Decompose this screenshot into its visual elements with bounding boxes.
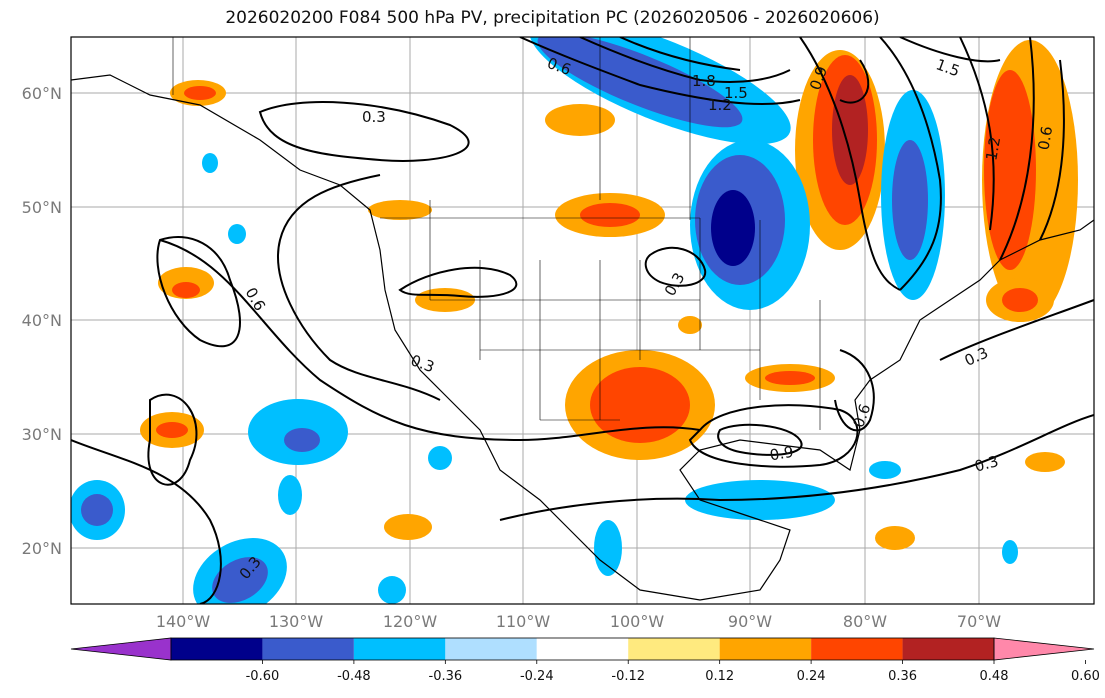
lat-label: 20°N	[22, 539, 62, 558]
longitude-labels: 140°W 130°W 120°W 110°W 100°W 90°W 80°W 70°W	[156, 612, 1001, 631]
precip-shading	[71, 37, 1078, 604]
colorbar-swatch	[628, 638, 720, 660]
colorbar-tick-label: -0.36	[429, 669, 463, 684]
latitude-labels: 60°N 50°N 40°N 30°N 20°N	[22, 84, 62, 558]
lat-label: 50°N	[22, 198, 62, 217]
colorbar-tick-label: -0.60	[246, 669, 280, 684]
colorbar-swatch	[445, 638, 537, 660]
contour-label-0p6-d: 0.6	[1034, 125, 1056, 152]
colorbar-tick-label: -0.48	[337, 669, 371, 684]
contour-label-1p2-a: 1.2	[708, 96, 732, 114]
colorbar-tick-label: 0.24	[797, 669, 826, 684]
colorbar-tick-label: -0.12	[611, 669, 645, 684]
contour-label-1p8: 1.8	[692, 72, 716, 90]
coastline	[71, 74, 1094, 601]
colorbar: -0.60 -0.48 -0.36 -0.24 -0.12 0.12 0.24 0.36 0.4…	[70, 637, 1100, 684]
colorbar-swatch	[171, 638, 263, 660]
contour-label-0p3-a: 0.3	[362, 108, 386, 126]
colorbar-tick-label: 0.60	[1071, 669, 1100, 684]
colorbar-swatch	[536, 638, 629, 660]
lon-label: 140°W	[156, 612, 211, 631]
borders	[172, 37, 821, 430]
colorbar-swatch	[719, 638, 812, 660]
colorbar-swatch	[902, 638, 994, 660]
colorbar-frame	[170, 637, 995, 661]
colorbar-tick-label: -0.24	[520, 669, 554, 684]
lon-label: 90°W	[728, 612, 772, 631]
contour-label-0p3-d: 0.3	[973, 452, 1001, 476]
contour-label-0p9: 0.9	[768, 443, 795, 465]
map-title: 2026020200 F084 500 hPa PV, precipitatio…	[225, 8, 880, 28]
contour-label-1p5-a: 1.5	[724, 84, 748, 102]
contour-label-1p2-b: 1.2	[982, 135, 1004, 162]
pv-contours	[71, 37, 1094, 604]
colorbar-extend-low	[70, 637, 172, 661]
colorbar-swatch	[811, 638, 903, 660]
colorbar-swatch	[262, 638, 354, 660]
lat-label: 40°N	[22, 311, 62, 330]
colorbar-swatch	[353, 638, 446, 660]
lon-label: 70°W	[957, 612, 1001, 631]
lon-label: 110°W	[496, 612, 551, 631]
lat-label: 60°N	[22, 84, 62, 103]
colorbar-extend-high	[993, 637, 1095, 661]
colorbar-tick-label: 0.36	[888, 669, 917, 684]
lon-label: 130°W	[269, 612, 324, 631]
lat-label: 30°N	[22, 425, 62, 444]
lon-label: 100°W	[610, 612, 665, 631]
map-frame	[70, 36, 1095, 605]
lon-label: 120°W	[383, 612, 438, 631]
colorbar-tick-label: 0.48	[980, 669, 1009, 684]
lon-label: 80°W	[843, 612, 887, 631]
gridlines	[71, 37, 1094, 604]
colorbar-tick-label: 0.12	[705, 669, 734, 684]
